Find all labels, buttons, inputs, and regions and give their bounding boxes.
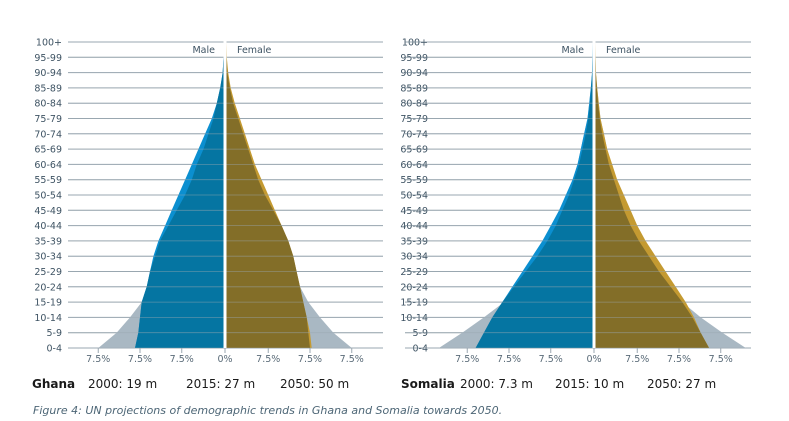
age-label: 30-34 bbox=[34, 252, 62, 263]
age-label: 60-64 bbox=[34, 160, 62, 171]
female-label: Female bbox=[237, 45, 272, 56]
female-label: Female bbox=[606, 45, 641, 56]
label-gap bbox=[592, 40, 596, 52]
population-label: 2015: 10 m bbox=[555, 377, 624, 391]
age-label: 0-4 bbox=[412, 344, 428, 355]
age-label: 30-34 bbox=[400, 252, 428, 263]
age-label: 75-79 bbox=[400, 114, 428, 125]
age-label: 10-14 bbox=[400, 313, 428, 324]
age-label: 95-99 bbox=[400, 53, 428, 64]
age-label: 85-89 bbox=[34, 83, 62, 94]
age-label: 45-49 bbox=[34, 206, 62, 217]
country-label: Somalia bbox=[401, 377, 455, 391]
label-gap bbox=[223, 40, 227, 52]
age-label: 5-9 bbox=[412, 328, 428, 339]
age-label: 55-59 bbox=[400, 175, 428, 186]
x-tick-label: 7.5% bbox=[625, 354, 649, 365]
age-label: 95-99 bbox=[34, 53, 62, 64]
x-tick-label: 0% bbox=[586, 354, 601, 365]
age-label: 0-4 bbox=[46, 344, 62, 355]
male-label: Male bbox=[561, 45, 584, 56]
age-label: 5-9 bbox=[46, 328, 62, 339]
x-tick-label: 0% bbox=[217, 354, 232, 365]
age-label: 65-69 bbox=[34, 145, 62, 156]
x-tick-label: 7.5% bbox=[497, 354, 521, 365]
population-label: 2000: 7.3 m bbox=[460, 377, 533, 391]
age-label: 20-24 bbox=[34, 282, 62, 293]
x-tick-label: 7.5% bbox=[667, 354, 691, 365]
figure-caption: Figure 4: UN projections of demographic … bbox=[33, 404, 503, 417]
x-tick-label: 7.5% bbox=[298, 354, 322, 365]
x-tick-label: 7.5% bbox=[128, 354, 152, 365]
age-label: 45-49 bbox=[400, 206, 428, 217]
age-label: 85-89 bbox=[400, 83, 428, 94]
age-label: 80-84 bbox=[34, 99, 62, 110]
x-tick-label: 7.5% bbox=[709, 354, 733, 365]
age-label: 50-54 bbox=[34, 191, 62, 202]
x-tick-label: 7.5% bbox=[455, 354, 479, 365]
age-label: 90-94 bbox=[400, 68, 428, 79]
population-label: 2015: 27 m bbox=[186, 377, 255, 391]
age-label: 55-59 bbox=[34, 175, 62, 186]
age-label: 70-74 bbox=[34, 129, 62, 140]
x-tick-label: 7.5% bbox=[86, 354, 110, 365]
age-label: 90-94 bbox=[34, 68, 62, 79]
population-label: 2050: 27 m bbox=[647, 377, 716, 391]
age-label: 40-44 bbox=[400, 221, 428, 232]
age-label: 100+ bbox=[36, 38, 62, 49]
age-label: 25-29 bbox=[34, 267, 62, 278]
age-label: 20-24 bbox=[400, 282, 428, 293]
age-label: 15-19 bbox=[400, 298, 428, 309]
age-label: 80-84 bbox=[400, 99, 428, 110]
center-divider bbox=[223, 54, 227, 348]
age-label: 75-79 bbox=[34, 114, 62, 125]
population-label: 2000: 19 m bbox=[88, 377, 157, 391]
age-label: 35-39 bbox=[34, 236, 62, 247]
age-label: 50-54 bbox=[400, 191, 428, 202]
age-label: 40-44 bbox=[34, 221, 62, 232]
age-label: 25-29 bbox=[400, 267, 428, 278]
x-tick-label: 7.5% bbox=[340, 354, 364, 365]
x-tick-label: 7.5% bbox=[539, 354, 563, 365]
population-label: 2050: 50 m bbox=[280, 377, 349, 391]
x-tick-label: 7.5% bbox=[256, 354, 280, 365]
age-label: 65-69 bbox=[400, 145, 428, 156]
age-label: 15-19 bbox=[34, 298, 62, 309]
age-label: 10-14 bbox=[34, 313, 62, 324]
male-label: Male bbox=[192, 45, 215, 56]
center-divider bbox=[592, 54, 596, 348]
age-label: 60-64 bbox=[400, 160, 428, 171]
country-label: Ghana bbox=[32, 377, 75, 391]
age-label: 70-74 bbox=[400, 129, 428, 140]
age-label: 35-39 bbox=[400, 236, 428, 247]
x-tick-label: 7.5% bbox=[170, 354, 194, 365]
age-label: 100+ bbox=[402, 38, 428, 49]
